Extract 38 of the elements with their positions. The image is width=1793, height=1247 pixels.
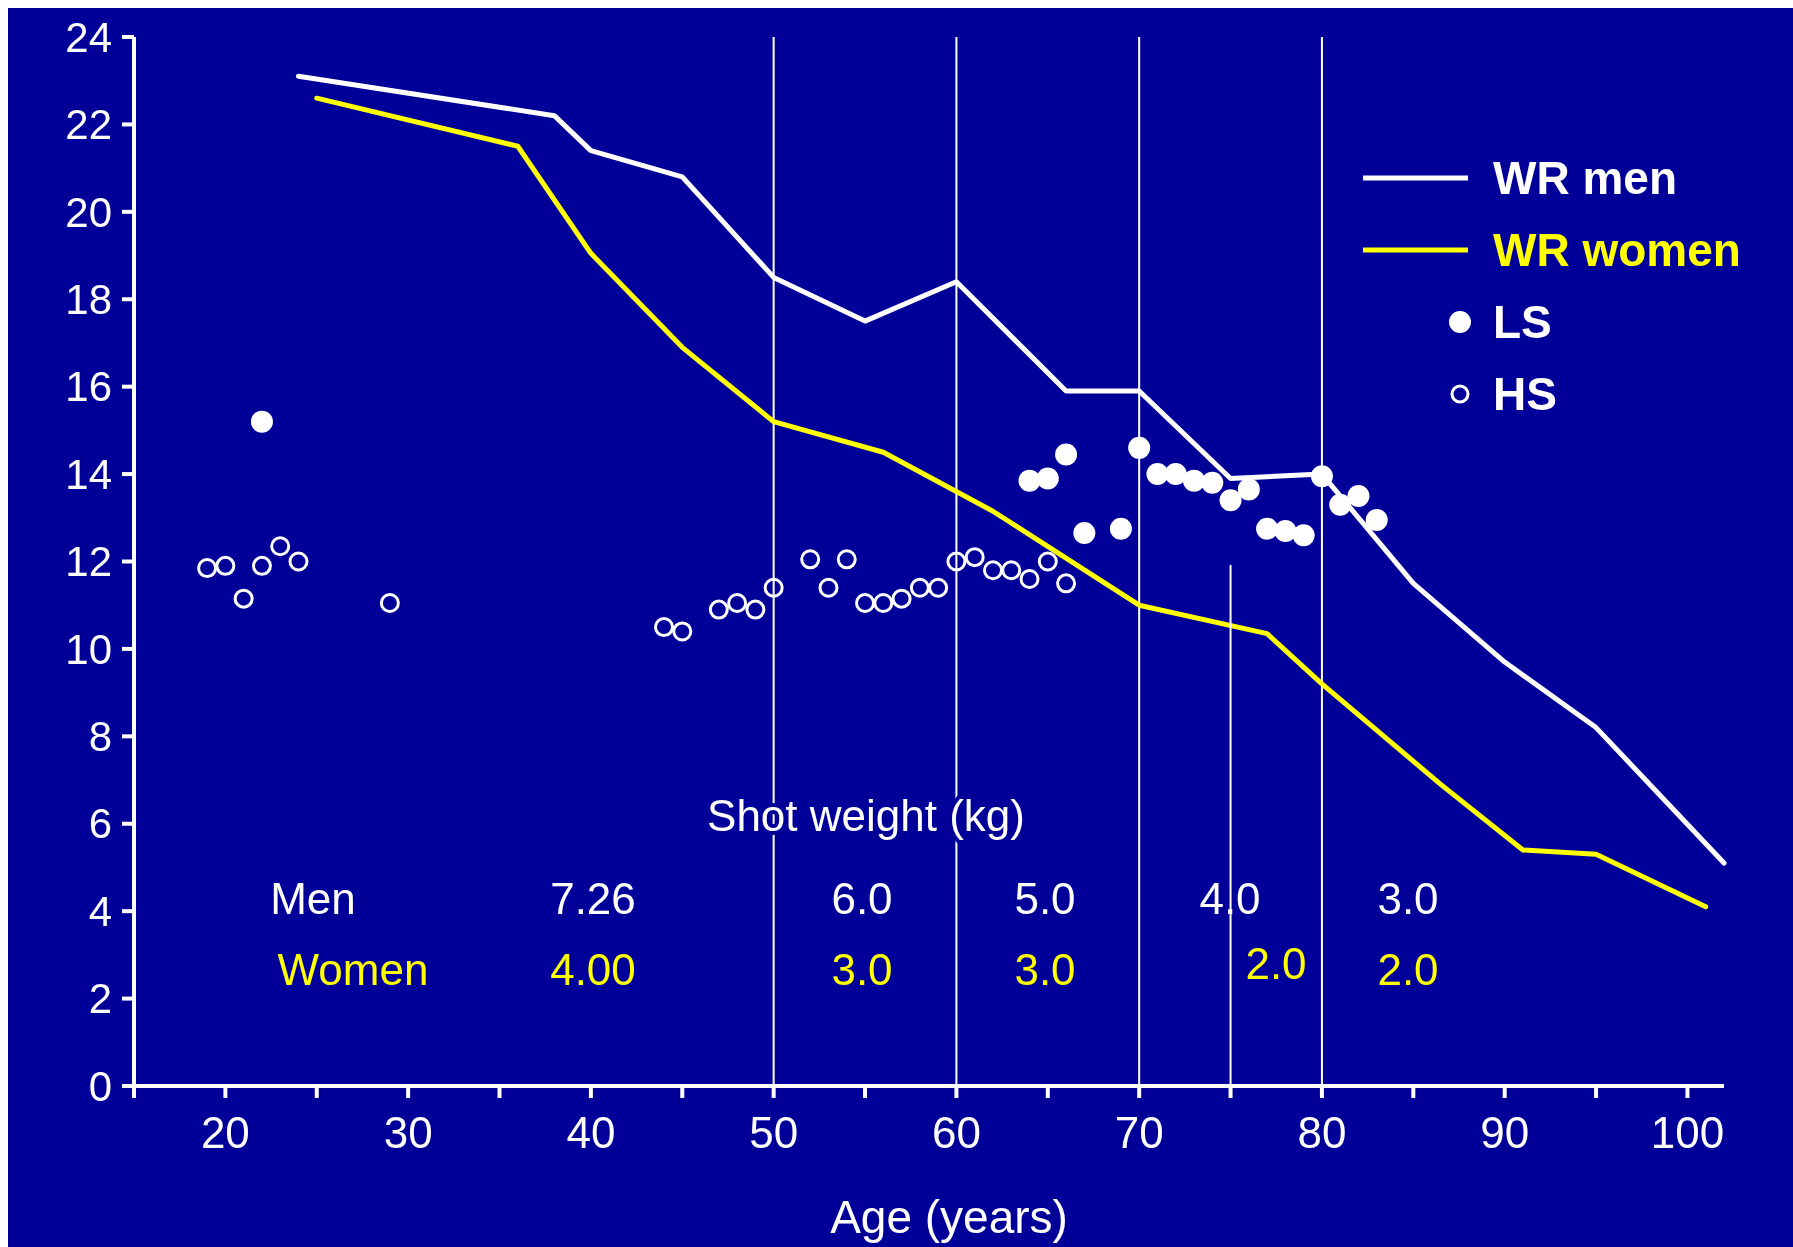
annotation: 3.0 — [1377, 874, 1439, 924]
y-tick-label: 0 — [88, 1062, 112, 1110]
annotation: 2.0 — [1245, 939, 1307, 989]
annotation: 4.00 — [550, 945, 636, 995]
x-tick-label: 50 — [749, 1108, 799, 1157]
annotation: 7.26 — [550, 874, 636, 924]
x-tick-label: 70 — [1114, 1108, 1164, 1157]
x-tick-label: 20 — [200, 1108, 250, 1157]
x-tick-label: 80 — [1297, 1108, 1347, 1157]
y-tick-label: 6 — [88, 800, 112, 848]
legend-label: HS — [1493, 368, 1557, 421]
y-tick-label: 12 — [65, 538, 112, 586]
x-tick-label: 60 — [931, 1108, 981, 1157]
x-tick-label: 90 — [1480, 1108, 1530, 1157]
annotation: 6.0 — [831, 874, 893, 924]
annotation: Women — [277, 945, 429, 995]
y-tick-label: 4 — [88, 887, 112, 935]
x-tick-label: 30 — [383, 1108, 433, 1157]
y-tick-label: 22 — [65, 101, 112, 149]
annotation: 3.0 — [831, 945, 893, 995]
legend-label: WR men — [1493, 152, 1677, 205]
y-tick-label: 20 — [65, 188, 112, 236]
annotation: 5.0 — [1014, 874, 1076, 924]
legend-label: LS — [1493, 296, 1552, 349]
x-tick-label: 100 — [1650, 1108, 1725, 1157]
y-tick-label: 24 — [65, 13, 112, 61]
legend-label: WR women — [1493, 224, 1741, 277]
y-tick-label: 16 — [65, 363, 112, 411]
y-tick-label: 18 — [65, 275, 112, 323]
x-axis-title: Age (years) — [830, 1191, 1068, 1243]
annotation: 2.0 — [1377, 945, 1439, 995]
y-tick-label: 8 — [88, 713, 112, 761]
annotation: Men — [270, 874, 356, 924]
y-tick-label: 14 — [65, 450, 112, 498]
y-tick-label: 2 — [88, 975, 112, 1023]
x-tick-label: 40 — [566, 1108, 616, 1157]
y-tick-label: 10 — [65, 625, 112, 673]
annotation: 3.0 — [1014, 945, 1076, 995]
